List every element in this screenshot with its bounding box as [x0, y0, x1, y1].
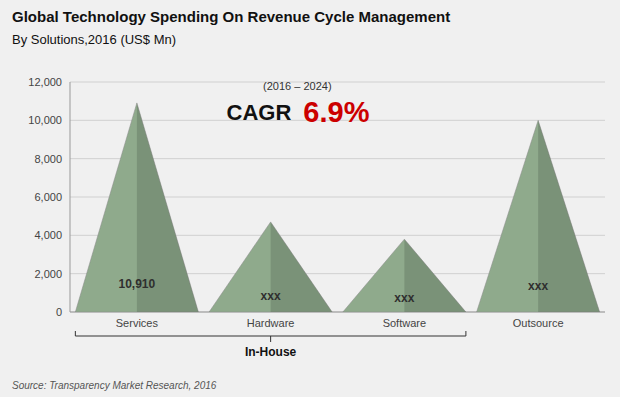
annotation-cagr-value: 6.9% — [303, 96, 369, 128]
marks — [75, 103, 599, 312]
y-tick-label: 4,000 — [34, 229, 62, 241]
y-tick-label: 6,000 — [34, 191, 62, 203]
x-tick-label: Services — [116, 317, 159, 329]
y-tick-label: 12,000 — [28, 76, 62, 88]
annotation-bracket-label: In-House — [245, 345, 297, 359]
data-label: 10,910 — [119, 277, 156, 291]
x-tick-label: Software — [383, 317, 426, 329]
title: Global Technology Spending On Revenue Cy… — [12, 8, 450, 25]
y-axis — [70, 82, 71, 312]
x-tick-label: Outsource — [513, 317, 564, 329]
bracket — [75, 331, 466, 342]
y-tick-label: 8,000 — [34, 153, 62, 165]
data-label: xxx — [394, 291, 414, 305]
subtitle: By Solutions,2016 (US$ Mn) — [12, 32, 176, 47]
annotation-cagr: CAGR — [227, 100, 292, 125]
triangle-bar — [75, 103, 198, 312]
y-tick-label: 2,000 — [34, 268, 62, 280]
y-tick-label: 0 — [56, 306, 62, 318]
triangle-bar — [477, 120, 600, 312]
grid-line — [70, 82, 605, 83]
triangle-bar — [209, 222, 332, 312]
background — [0, 0, 620, 397]
data-label: xxx — [261, 289, 281, 303]
y-tick-label: 10,000 — [28, 114, 62, 126]
source: Source: Transparency Market Research, 20… — [12, 380, 217, 391]
annotation-period: (2016 – 2024) — [263, 80, 332, 92]
chart: Global Technology Spending On Revenue Cy… — [0, 0, 620, 397]
data-label: xxx — [528, 279, 548, 293]
x-tick-label: Hardware — [247, 317, 295, 329]
triangle-bar — [343, 239, 466, 312]
